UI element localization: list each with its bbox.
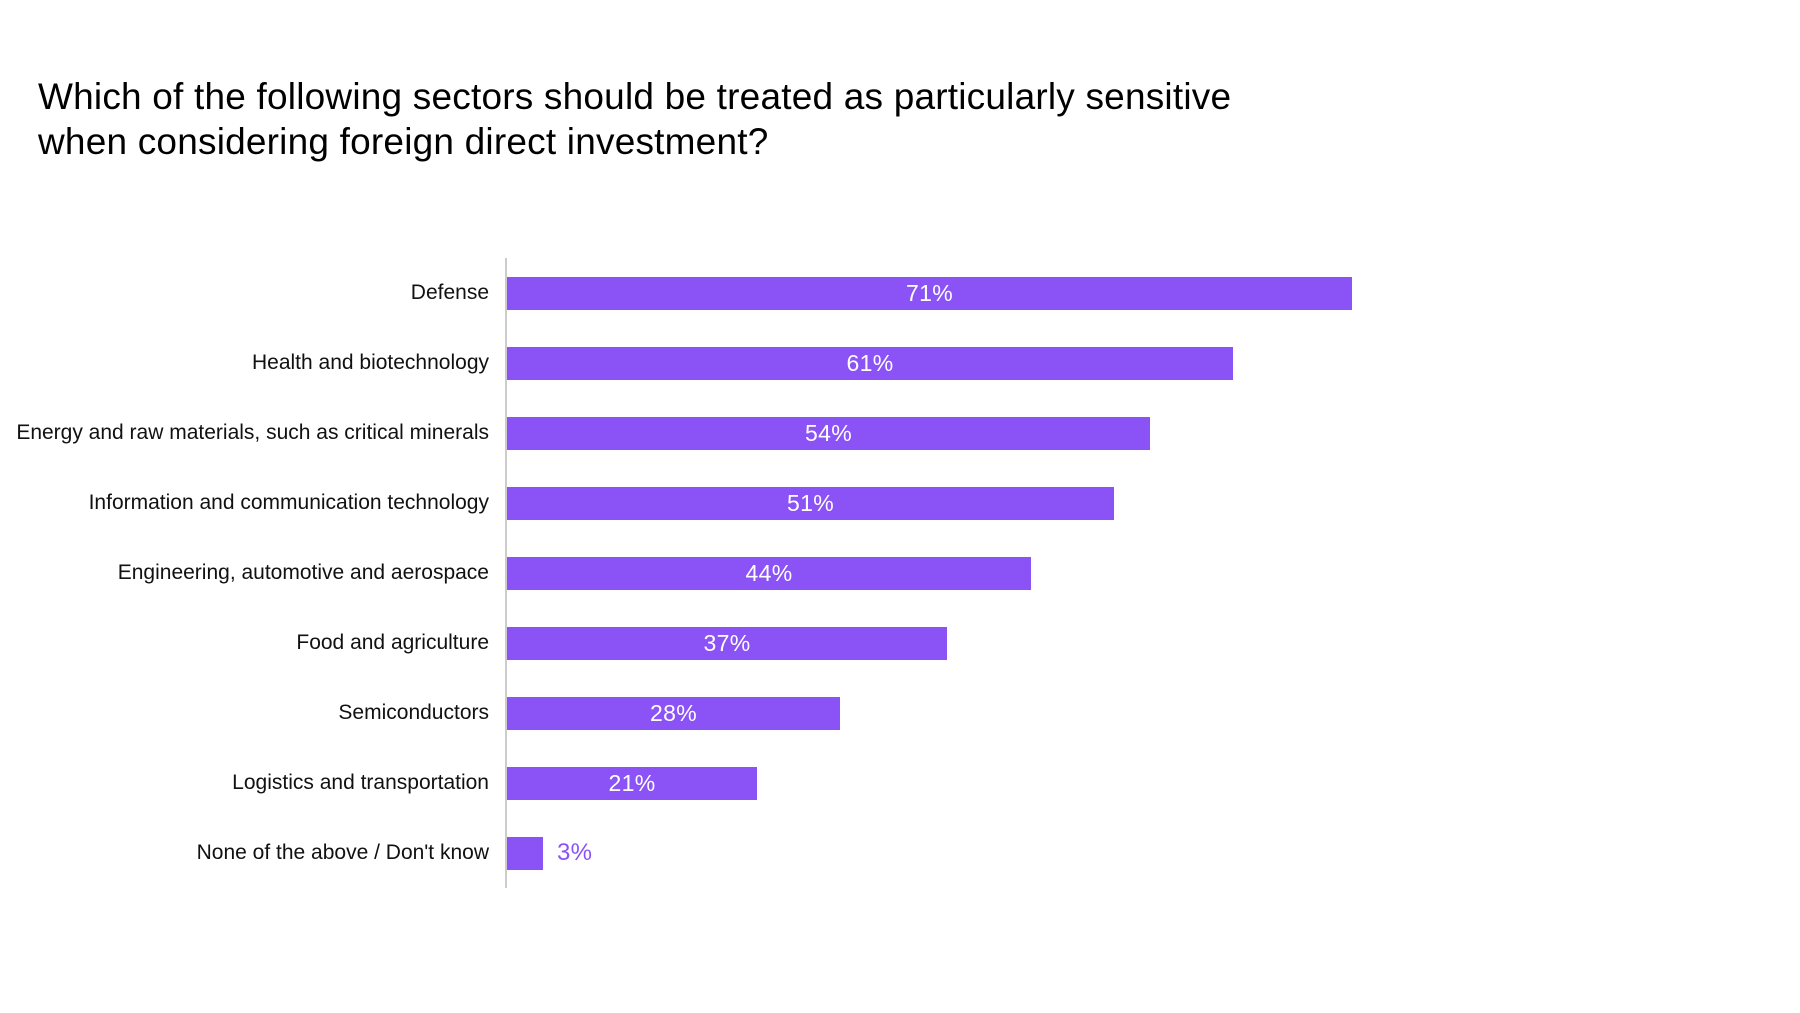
bar-row: Food and agriculture 37% [0, 608, 1800, 678]
bar-track: 28% [507, 696, 1800, 730]
category-label: Semiconductors [338, 701, 489, 724]
bar-rows: Defense 71% Health and biotechnology 61% Ene… [0, 258, 1800, 888]
bar-track: 71% [507, 276, 1800, 310]
bar-track: 44% [507, 556, 1800, 590]
value-label: 61% [846, 349, 894, 376]
bar-row: Semiconductors 28% [0, 678, 1800, 748]
value-label: 71% [906, 279, 953, 306]
category-label: Engineering, automotive and aerospace [117, 561, 489, 584]
bar-track: 54% [507, 416, 1800, 450]
category-label: Energy and raw materials, such as critic… [16, 421, 489, 444]
value-label: 3% [557, 839, 593, 866]
y-axis-line [505, 258, 507, 888]
bar-segment: 51% [507, 486, 1114, 520]
category-label: Defense [410, 281, 489, 304]
bar-segment: 71% [507, 276, 1352, 310]
category-label: Logistics and transportation [232, 771, 489, 794]
category-label: Health and biotechnology [251, 351, 489, 374]
bar-row: None of the above / Don't know 3% [0, 818, 1800, 888]
chart-title: Which of the following sectors should be… [38, 76, 1232, 162]
bar-segment: 54% [507, 416, 1150, 450]
category-label: None of the above / Don't know [196, 841, 489, 864]
bar-segment: 21% [507, 766, 757, 800]
category-label: Information and communication technology [88, 491, 489, 514]
bar-row: Engineering, automotive and aerospace 44% [0, 538, 1800, 608]
bar-segment [507, 836, 543, 870]
bar-row: Logistics and transportation 21% [0, 748, 1800, 818]
bar-segment: 61% [507, 346, 1233, 380]
value-label: 28% [650, 699, 697, 726]
value-label: 54% [805, 419, 852, 446]
bar-row: Information and communication technology… [0, 468, 1800, 538]
bar-track: 61% [507, 346, 1800, 380]
bar-segment: 28% [507, 696, 840, 730]
bar-track: 51% [507, 486, 1800, 520]
bar-row: Energy and raw materials, such as critic… [0, 398, 1800, 468]
bar-segment: 37% [507, 626, 947, 660]
bar-track: 37% [507, 626, 1800, 660]
value-label: 21% [608, 769, 656, 796]
bar-row: Health and biotechnology 61% [0, 328, 1800, 398]
bar-row: Defense 71% [0, 258, 1800, 328]
category-label: Food and agriculture [296, 631, 489, 654]
value-label: 37% [703, 629, 751, 656]
bar-segment: 44% [507, 556, 1031, 590]
bar-track: 3% [507, 836, 1800, 870]
bar-track: 21% [507, 766, 1800, 800]
value-label: 51% [787, 489, 834, 516]
value-label: 44% [745, 559, 793, 586]
bar-chart: Defense 71% Health and biotechnology 61% Ene… [0, 258, 1800, 888]
